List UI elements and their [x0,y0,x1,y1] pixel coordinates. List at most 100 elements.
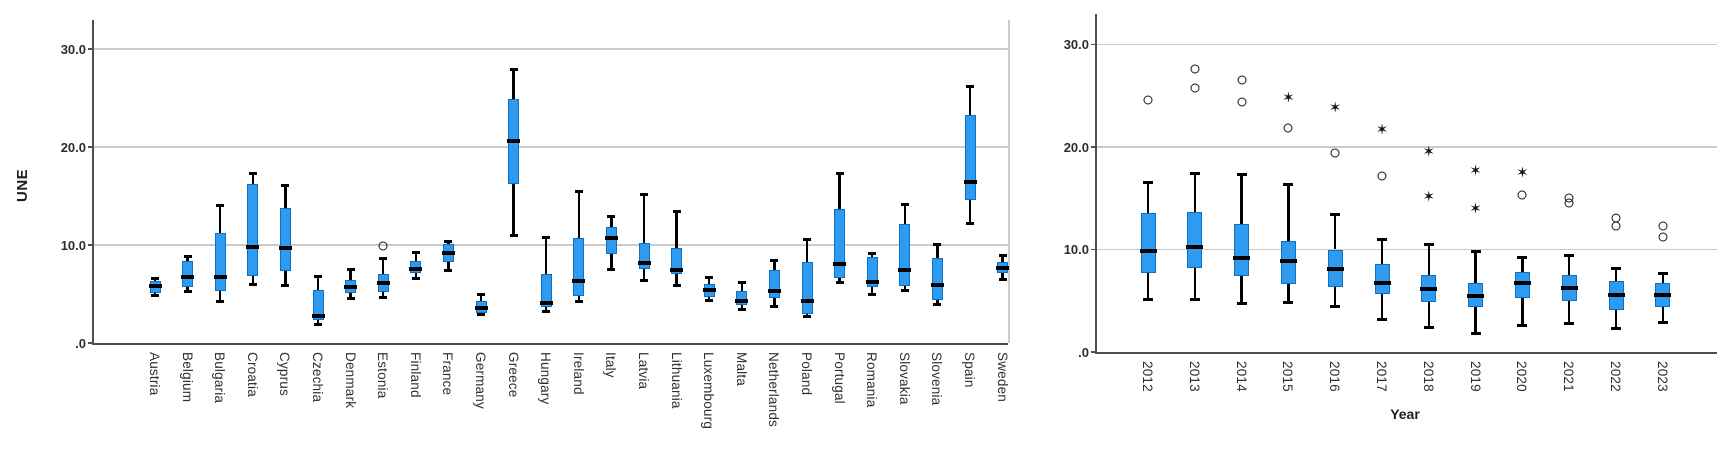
whisker-line [968,86,972,115]
whisker-cap [1143,298,1153,302]
category-label: 2022 [1608,361,1623,392]
whisker-cap [835,171,844,175]
category-label: Slovenia [929,352,945,406]
category-label: Belgium [179,352,195,403]
category-label: Hungary [538,352,554,405]
whisker-cap [998,254,1007,258]
whisker-line [1193,267,1197,300]
median-line [800,298,814,303]
whisker-cap [1236,302,1247,306]
median-line [181,275,195,280]
category-label: 2015 [1280,361,1296,392]
whisker-cap [1564,254,1575,258]
whisker-cap [216,300,225,304]
category-label: Latvia [636,352,651,390]
y-axis-line [92,20,94,345]
whisker-cap [900,203,909,207]
whisker-line [642,194,646,244]
whisker-cap [183,289,192,293]
whisker-line [1427,244,1431,276]
category-label: Slovakia [896,352,912,405]
outlier-extreme-icon: ✶ [1282,89,1295,107]
whisker-cap [477,293,485,297]
whisker-line [1614,309,1618,329]
whisker-cap [1189,298,1200,302]
whisker-cap [1657,271,1668,275]
whisker-cap [1377,317,1387,321]
whisker-line [773,297,776,307]
box-iqr [279,207,291,272]
gridline [1097,43,1717,46]
category-label: 2016 [1327,361,1343,392]
whisker-line [577,191,581,239]
median-line [670,268,684,273]
whisker-line [1001,273,1004,280]
whisker-line [1287,184,1290,242]
outlier-circle-icon [1377,171,1387,181]
box-iqr [768,270,780,298]
outlier-extreme-icon: ✶ [1516,164,1529,182]
box-iqr [801,261,813,314]
whisker-cap [672,283,681,287]
category-label: Lithuania [668,352,684,409]
whisker-cap [1189,172,1200,176]
whisker-line [251,276,255,285]
plot-frame-right [1008,20,1010,343]
median-line [930,283,944,288]
whisker-cap [803,237,811,241]
whisker-cap [1657,320,1668,324]
outlier-extreme-icon: ✶ [1469,162,1482,180]
box-iqr [736,291,748,305]
whisker-cap [933,242,942,246]
whisker-cap [542,310,551,314]
whisker-line [903,286,907,291]
whisker-line [740,282,744,292]
box-iqr [1140,212,1156,274]
whisker-line [479,294,483,301]
outlier-circle-icon [1564,198,1574,208]
box-iqr [931,257,943,300]
whisker-line [1567,300,1571,324]
whisker-line [1661,306,1665,323]
whisker-cap [737,308,746,312]
whisker-line [740,304,744,310]
category-label: France [440,352,456,396]
whisker-cap [1330,305,1341,309]
box-iqr [638,243,650,269]
outlier-circle-icon [1517,190,1527,200]
whisker-cap [868,252,877,256]
whisker-line [284,185,287,208]
category-label: 2018 [1420,361,1436,392]
category-label: Poland [799,352,814,396]
whisker-line [414,273,418,279]
whisker-cap [542,235,551,239]
median-line [1279,258,1297,263]
median-line [507,139,521,144]
whisker-line [1567,255,1571,276]
whisker-cap [509,68,518,72]
whisker-cap [248,171,257,175]
y-tick-mark [1091,351,1096,353]
category-label: Cyprus [277,352,293,396]
whisker-cap [1611,326,1621,330]
category-label: Luxembourg [701,352,717,430]
whisker-line [1521,297,1524,326]
whisker-line [284,271,287,286]
outlier-extreme-icon: ✶ [1375,121,1389,139]
median-line [213,275,227,280]
whisker-line [675,211,678,248]
whisker-cap [574,189,583,193]
category-label: Austria [147,352,162,396]
whisker-line [707,277,711,285]
box-iqr [247,184,259,277]
whisker-line [838,173,841,209]
median-line [1513,281,1531,286]
category-label: Malta [733,352,749,387]
box-iqr [834,208,846,279]
whisker-cap [770,259,779,263]
whisker-line [1380,293,1384,320]
box-iqr [540,274,552,307]
whisker-line [349,293,352,299]
y-tick-mark [88,342,93,344]
